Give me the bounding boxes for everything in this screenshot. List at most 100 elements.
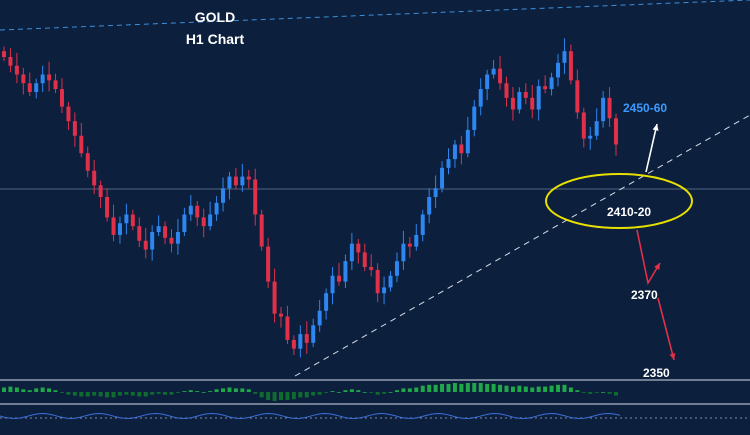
oscillator-bar <box>394 390 399 392</box>
oscillator-bar <box>452 383 457 392</box>
candle-body <box>433 188 438 197</box>
annotations <box>545 123 693 361</box>
oscillator-bar <box>485 383 490 392</box>
oscillator-bar <box>85 392 90 397</box>
bearish-leg-arrow-head <box>654 263 660 270</box>
candle-body <box>2 51 6 57</box>
oscillator-bar <box>66 392 71 395</box>
candle-body <box>182 214 187 232</box>
oscillator-bar <box>233 388 238 392</box>
candle-body <box>523 92 528 98</box>
candle-body <box>414 234 419 247</box>
level-label-2350: 2350 <box>643 366 670 380</box>
oscillator-bar <box>362 392 367 393</box>
candle-body <box>446 159 451 168</box>
candle-body <box>240 176 245 186</box>
oscillator-bar <box>137 392 142 397</box>
candle-body <box>562 51 567 63</box>
candle-body <box>150 232 155 250</box>
oscillator-bar <box>478 383 483 392</box>
oscillator-bar <box>375 392 380 395</box>
candle-body <box>601 97 606 122</box>
oscillator-bar <box>175 392 180 393</box>
oscillator-bar <box>182 391 187 392</box>
candle-body <box>53 80 58 90</box>
oscillator-panel <box>0 379 750 420</box>
oscillator-bar <box>414 387 419 392</box>
candle-body <box>485 74 490 90</box>
oscillator-bar <box>594 392 599 393</box>
oscillator-bar <box>240 388 245 392</box>
candle-body <box>98 185 103 197</box>
oscillator-bar <box>581 392 586 393</box>
candle-body <box>401 243 406 262</box>
candle-body <box>279 313 284 317</box>
bearish-target-arrow-head <box>669 353 676 360</box>
oscillator-bar <box>440 383 445 392</box>
oscillator-bar <box>388 392 393 393</box>
candle-body <box>594 121 599 136</box>
candle-body <box>201 217 206 227</box>
oscillator-bar <box>214 389 219 392</box>
candle-body <box>459 144 464 154</box>
candle-body <box>394 261 399 276</box>
candle-body <box>175 232 180 244</box>
oscillator-bar <box>562 384 567 392</box>
candle-body <box>504 83 509 98</box>
chart-subtitle: H1 Chart <box>186 31 245 47</box>
bullish-target-arrow-head <box>652 124 659 131</box>
oscillator-bar <box>427 384 432 392</box>
lower-indicator-wave <box>0 412 621 420</box>
candle-body <box>375 269 380 294</box>
candle-body <box>382 287 387 294</box>
oscillator-bar <box>253 392 258 394</box>
oscillator-bar <box>14 387 19 392</box>
oscillator-bar <box>34 388 39 392</box>
candle-body <box>556 62 561 78</box>
oscillator-bar <box>311 392 316 396</box>
candle-body <box>66 106 71 122</box>
oscillator-bar <box>324 392 329 393</box>
oscillator-bar <box>343 390 348 392</box>
oscillator-bar <box>279 392 284 401</box>
candle-body <box>47 74 52 81</box>
candle-body <box>34 83 39 92</box>
candle-body <box>221 188 226 203</box>
oscillator-bar <box>433 384 438 392</box>
oscillator-bar <box>549 385 554 392</box>
candle-body <box>607 97 612 119</box>
candle-body <box>117 223 122 235</box>
candle-body <box>92 170 97 186</box>
oscillator-bar <box>156 392 161 394</box>
candle-body <box>291 339 296 349</box>
oscillator-bar <box>291 392 296 400</box>
oscillator-bar <box>523 386 528 392</box>
candle-body <box>259 214 264 247</box>
candlestick-series <box>2 38 618 358</box>
oscillator-bar <box>72 392 77 396</box>
oscillator-bar <box>201 392 206 393</box>
candle-body <box>452 144 457 160</box>
oscillator-bar <box>53 390 58 392</box>
candle-body <box>543 86 548 90</box>
oscillator-bar <box>8 386 13 392</box>
candle-body <box>427 197 432 215</box>
candle-body <box>130 214 135 227</box>
candle-body <box>188 205 193 215</box>
candle-body <box>491 68 496 75</box>
candle-body <box>105 197 110 218</box>
candle-body <box>246 176 251 180</box>
candle-body <box>163 226 168 238</box>
oscillator-bar <box>401 388 406 392</box>
oscillator-bar <box>330 391 335 392</box>
oscillator-bar <box>465 383 470 392</box>
candle-body <box>465 129 470 154</box>
candle-body <box>14 65 19 75</box>
ascending-trendline <box>294 114 750 377</box>
oscillator-bar <box>420 385 425 392</box>
oscillator-bar <box>21 389 26 392</box>
candle-body <box>253 179 258 215</box>
oscillator-bar <box>92 392 97 396</box>
candle-body <box>40 74 45 84</box>
